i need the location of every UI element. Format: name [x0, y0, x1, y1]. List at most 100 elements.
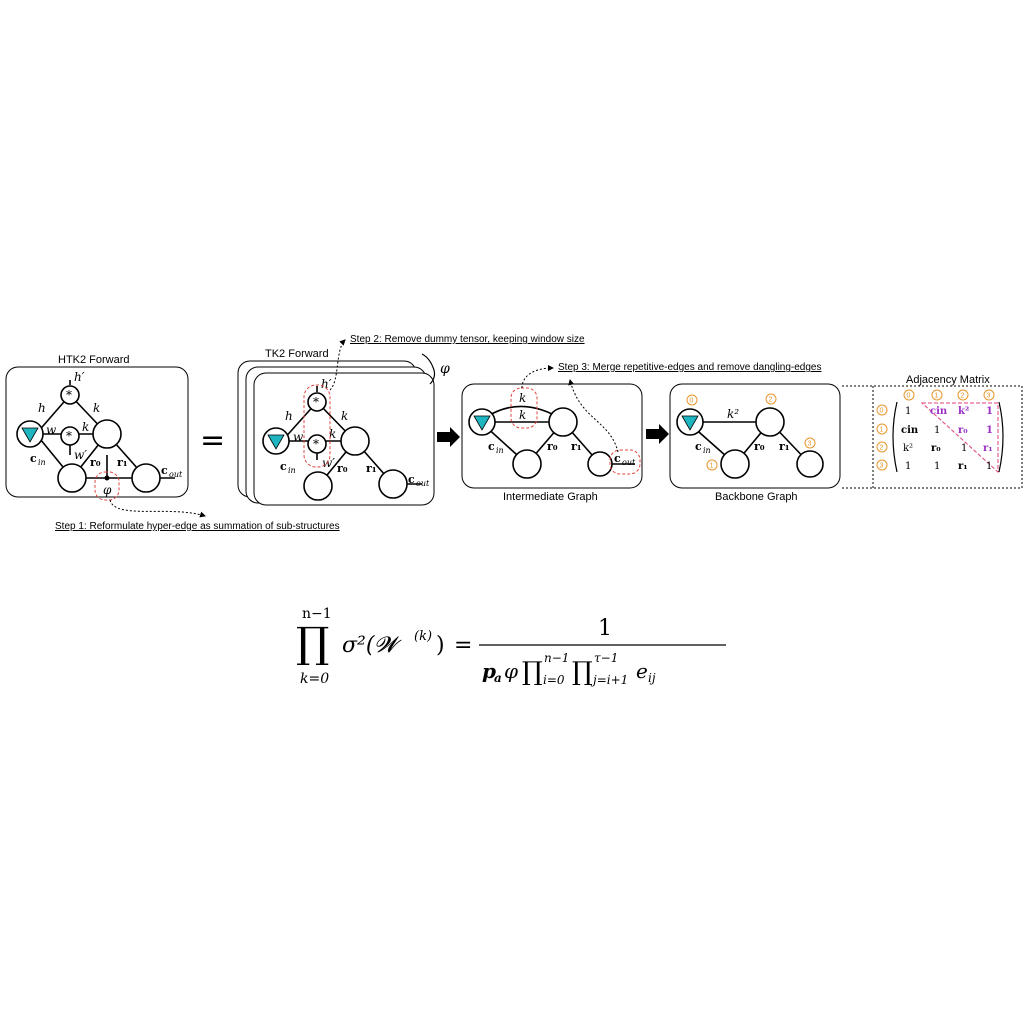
step3-text: Step 3: Merge repetitive-edges and remov…	[558, 362, 822, 373]
formula-prod-symbol: ∏	[296, 618, 329, 667]
svg-text:∏: ∏	[522, 657, 543, 687]
htk2-star-node-mid	[60, 426, 80, 446]
adj-cell-2-1: r₀	[931, 443, 941, 454]
tk2-label-r0: r₀	[337, 462, 348, 475]
htk2-star-node-top	[60, 385, 80, 405]
bb-index-0-label: 0	[690, 398, 694, 405]
svg-text:τ−1: τ−1	[594, 651, 618, 665]
bb-index-0	[686, 394, 698, 406]
htk2-node-3	[131, 463, 161, 493]
bb-index-1	[706, 459, 718, 471]
bb-node-2	[755, 407, 785, 437]
adj-cell-3-2: r₁	[958, 461, 968, 472]
htk2-label-k-mid: k	[82, 420, 89, 434]
svg-text:φ: φ	[504, 659, 518, 683]
adj-upper-triangle-highlight	[920, 402, 999, 474]
step1-text: Step 1: Reformulate hyper-edge as summat…	[55, 521, 340, 532]
adj-col-index-0-label: 0	[907, 393, 911, 400]
adj-cell-2-3: r₁	[983, 443, 993, 454]
step3-arrow-left	[521, 365, 554, 389]
formula-equals: =	[454, 633, 472, 658]
formula-numerator: 1	[598, 616, 612, 641]
htk2-label-hp: h′	[74, 370, 85, 384]
big-arrow-2	[646, 424, 669, 444]
htk2-label-r1: r₁	[117, 456, 128, 469]
backbone-panel: 0 2 1 3 k² c in r₀ r₁ Backbone Graph	[669, 383, 841, 503]
adjacency-title: Adjacency Matrix	[906, 374, 990, 386]
htk2-label-cout-sub: out	[169, 470, 183, 479]
bb-label-r1: r₁	[779, 440, 790, 453]
adj-cell-0-2: k²	[958, 406, 969, 417]
tk2-label-h: h	[285, 409, 293, 423]
tk2-label-k-mid: k	[329, 427, 336, 441]
htk2-label-cin: c	[30, 452, 37, 465]
tk2-triangle-icon	[267, 434, 285, 450]
tk2-label-phi: φ	[440, 361, 450, 377]
tk2-star-top: *	[313, 395, 319, 409]
tk2-star-node-mid	[307, 434, 327, 454]
int-label-cout: c	[614, 452, 621, 465]
adj-col-index-0	[903, 389, 915, 401]
tk2-label-cout: c	[408, 473, 415, 486]
svg-text:e: e	[636, 659, 648, 683]
adj-bracket-right	[998, 401, 1004, 473]
htk2-panel: HTK2 Forward * * h′ h k k w w′ c in r₀	[5, 354, 340, 532]
adj-cell-2-2: 1	[961, 443, 967, 454]
equals-sign: =	[200, 423, 225, 458]
bb-node-3	[796, 450, 824, 478]
tk2-label-k-top: k	[341, 409, 348, 423]
tk2-brace	[421, 353, 436, 385]
adj-row-index-0	[876, 404, 888, 416]
bb-label-k2: k²	[727, 407, 739, 421]
adj-row-index-0-label: 0	[880, 408, 884, 415]
int-label-k-top: k	[519, 391, 526, 405]
intermediate-panel: k k c in r₀ r₁ c out Step 3: Merge repet…	[461, 362, 822, 503]
adj-cell-0-3: 1	[986, 406, 993, 417]
step2-arrow	[329, 339, 346, 391]
adjacency-panel: Adjacency Matrix 0 1 2 3 0 1 2 3 1 cin k…	[842, 374, 1023, 489]
tk2-node-1	[340, 426, 370, 456]
adj-row-index-2	[876, 441, 888, 453]
adj-col-index-1-label: 1	[935, 393, 939, 400]
int-label-cout-sub: out	[622, 458, 636, 467]
adj-row-index-1	[876, 423, 888, 435]
adj-row-index-3-label: 3	[880, 463, 884, 470]
adj-bracket-left	[892, 401, 898, 473]
bb-triangle-icon	[681, 415, 699, 431]
htk2-star-top: *	[66, 388, 72, 402]
svg-text:∏: ∏	[572, 657, 593, 687]
adj-cell-1-1: 1	[934, 425, 940, 436]
adj-cell-2-0: k²	[903, 443, 913, 454]
bb-index-3-label: 3	[808, 441, 812, 448]
adj-cell-3-3: 1	[986, 461, 992, 472]
big-arrow-1	[437, 427, 460, 447]
formula-prod-upper: n−1	[302, 606, 332, 622]
adj-cell-3-0: 1	[905, 461, 911, 472]
int-label-cin-sub: in	[496, 446, 504, 455]
htk2-label-r0: r₀	[90, 456, 101, 469]
tk2-label-cout-sub: out	[416, 479, 430, 488]
tk2-star-node-top	[307, 392, 327, 412]
svg-text:a: a	[494, 671, 502, 685]
tk2-title: TK2 Forward	[265, 348, 329, 360]
adj-cell-3-1: 1	[934, 461, 940, 472]
formula-denominator: p a φ ∏ n−1 i=0 ∏ τ−1 j=i+1 e ij	[482, 651, 656, 687]
step1-arrow	[109, 499, 206, 518]
formula-prod-lower: k=0	[300, 671, 329, 687]
int-label-k-bottom: k	[519, 408, 526, 422]
htk2-hyper-dot	[104, 475, 110, 481]
adj-col-index-3	[983, 389, 995, 401]
svg-text:n−1: n−1	[544, 651, 569, 665]
bb-label-r0: r₀	[754, 440, 765, 453]
bb-label-cin: c	[695, 440, 702, 453]
bb-index-1-label: 1	[710, 463, 714, 470]
intermediate-title: Intermediate Graph	[503, 491, 598, 503]
formula-lhs-sup: (k)	[414, 629, 432, 644]
step3-arrow-right	[568, 379, 619, 453]
htk2-label-wp: w′	[74, 448, 87, 462]
adj-col-index-1	[931, 389, 943, 401]
htk2-node-2	[57, 463, 87, 493]
bb-index-2	[765, 393, 777, 405]
tk2-label-cin: c	[280, 460, 287, 473]
